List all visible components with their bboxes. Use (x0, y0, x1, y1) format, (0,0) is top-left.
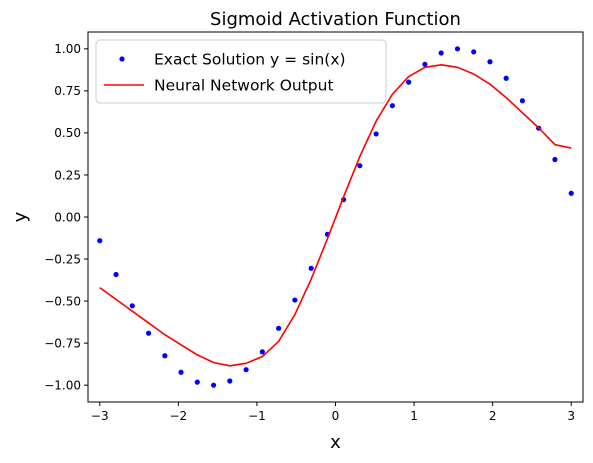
legend-box (95, 39, 387, 104)
x-tick-label: 1 (410, 409, 418, 423)
data-point-exact-solution (129, 303, 135, 309)
data-point-exact-solution (308, 265, 314, 271)
data-point-exact-solution (113, 271, 119, 278)
x-tick-label: 2 (489, 409, 497, 423)
data-point-exact-solution (145, 330, 152, 336)
x-tick-label: −3 (91, 409, 109, 423)
y-tick-label: 0.00 (54, 210, 81, 224)
data-point-exact-solution (276, 325, 282, 331)
data-point-exact-solution (227, 378, 233, 384)
data-point-exact-solution (471, 49, 477, 55)
data-point-exact-solution (194, 379, 200, 385)
x-axis-ticks: −3 −2 −1 0 1 2 3 (91, 402, 575, 423)
legend-marker-exact (119, 56, 125, 62)
y-tick-label: −0.25 (44, 252, 81, 266)
x-tick-label: −1 (248, 409, 266, 423)
data-point-exact-solution (259, 349, 265, 355)
y-tick-label: 0.50 (54, 126, 81, 140)
data-point-exact-solution (243, 367, 249, 373)
y-axis-ticks: −1.00 −0.75 −0.50 −0.25 0.00 0.25 0.50 0.75 1.00 (44, 42, 88, 392)
axes-frame (87, 31, 584, 403)
data-point-exact-solution (568, 190, 574, 196)
x-tick-label: 0 (332, 409, 340, 423)
x-tick-label: 3 (567, 409, 575, 423)
x-tick-label: −2 (170, 409, 188, 423)
y-tick-label: −1.00 (44, 378, 81, 392)
data-point-exact-solution (162, 353, 168, 359)
series-layer (97, 46, 574, 388)
data-point-exact-solution (357, 163, 363, 169)
legend: Exact Solution y = sin(x) Neural Network… (95, 39, 387, 104)
y-tick-label: −0.75 (44, 336, 81, 350)
data-point-exact-solution (406, 79, 412, 85)
legend-label-exact: Exact Solution y = sin(x) (154, 51, 346, 69)
series-line-neural-network-output (99, 64, 572, 367)
data-point-exact-solution (552, 156, 558, 163)
data-point-exact-solution (519, 98, 526, 104)
data-point-exact-solution (454, 46, 461, 52)
y-tick-label: 0.75 (54, 84, 81, 98)
data-point-exact-solution (438, 50, 444, 56)
data-point-exact-solution (292, 297, 298, 303)
y-tick-label: −0.50 (44, 294, 81, 308)
data-point-exact-solution (389, 103, 395, 109)
y-tick-label: 0.25 (54, 168, 81, 182)
x-axis-label: x (330, 432, 341, 453)
data-point-exact-solution (210, 382, 217, 388)
data-point-exact-solution (422, 61, 428, 67)
legend-label-nn: Neural Network Output (154, 77, 334, 95)
data-point-exact-solution (97, 238, 103, 244)
y-tick-label: 1.00 (54, 42, 81, 56)
data-point-exact-solution (373, 131, 379, 137)
data-point-exact-solution (503, 75, 509, 81)
y-axis-label: y (10, 211, 31, 222)
chart-title: Sigmoid Activation Function (210, 9, 461, 30)
data-point-exact-solution (178, 369, 184, 375)
data-point-exact-solution (487, 59, 493, 65)
